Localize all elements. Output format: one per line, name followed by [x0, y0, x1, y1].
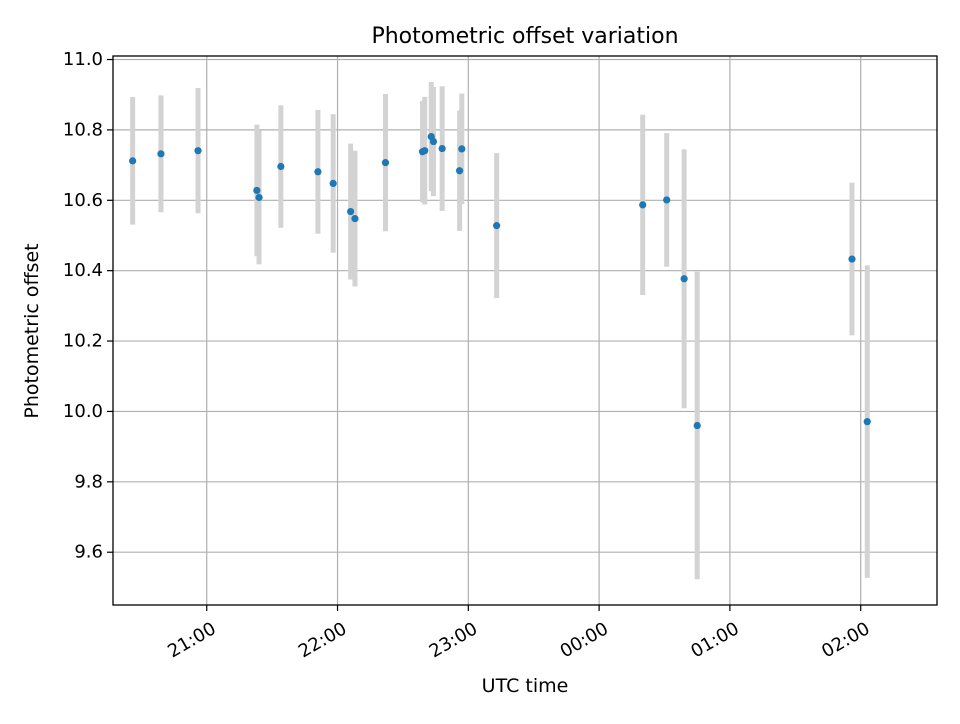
data-point	[456, 167, 464, 175]
data-point	[429, 137, 438, 146]
chart-title: Photometric offset variation	[371, 24, 678, 49]
data-point	[639, 201, 647, 209]
data-point	[458, 145, 466, 153]
data-point	[438, 144, 446, 153]
point-layer	[129, 132, 871, 430]
y-tick-label: 10.8	[63, 119, 103, 140]
y-tick-label: 10.6	[63, 190, 103, 211]
y-tick-label: 9.8	[74, 471, 103, 492]
data-point	[329, 179, 337, 187]
y-tick-label: 9.6	[74, 542, 103, 563]
data-point	[194, 147, 202, 155]
grid-layer	[113, 56, 937, 605]
data-point	[129, 157, 137, 165]
y-tick-label: 10.0	[63, 401, 103, 422]
data-point	[680, 275, 688, 283]
data-point	[255, 193, 263, 202]
data-point	[381, 159, 390, 167]
data-point	[253, 186, 261, 195]
x-axis-label: UTC time	[482, 675, 569, 697]
y-tick-label: 10.2	[63, 331, 103, 352]
data-point	[693, 421, 701, 430]
data-point	[848, 255, 856, 263]
data-point	[277, 162, 285, 171]
y-tick-label: 10.4	[63, 260, 103, 281]
data-point	[157, 150, 165, 158]
data-point	[863, 418, 871, 426]
y-tick-label: 11.0	[63, 49, 103, 70]
y-axis-label: Photometric offset	[21, 243, 43, 418]
data-point	[663, 196, 671, 204]
data-point	[351, 214, 359, 223]
data-point	[421, 147, 429, 155]
axes-frame	[112, 55, 938, 606]
data-point	[314, 168, 322, 176]
data-point	[493, 222, 501, 230]
data-point	[347, 207, 355, 216]
